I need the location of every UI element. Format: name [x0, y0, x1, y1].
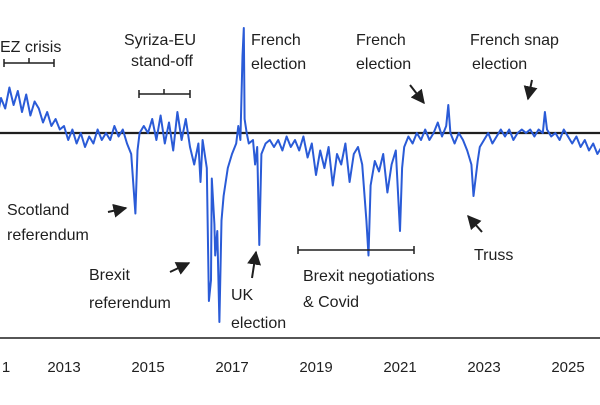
- french-2022-line1: French: [356, 32, 406, 49]
- scotland-line2: referendum: [7, 227, 89, 244]
- x-tick-label: 1: [2, 359, 10, 376]
- syriza-bracket: [138, 89, 191, 98]
- scotland-label: Scotland referendum: [7, 202, 89, 244]
- uk-election-line2: election: [231, 315, 286, 332]
- brexit-covid-line1: Brexit negotiations: [303, 268, 435, 285]
- x-tick-label: 2021: [383, 359, 416, 376]
- brexit-ref-arrow: [169, 262, 191, 275]
- x-tick-label: 2023: [467, 359, 500, 376]
- syriza-label-line1: Syriza-EU: [124, 32, 196, 49]
- truss-arrow: [467, 214, 483, 233]
- x-tick-label: 2019: [299, 359, 332, 376]
- brexit-covid-bracket: [297, 246, 415, 254]
- uk-election-arrow: [247, 250, 262, 279]
- x-tick-label: 2013: [47, 359, 80, 376]
- french-snap-line2: election: [472, 56, 527, 73]
- french-2017-label: French election: [251, 32, 306, 73]
- ez-crisis-bracket: [3, 58, 55, 67]
- x-ticks: 1 2013 2015 2017 2019 2021 2023 2025: [2, 359, 585, 376]
- series-layer: [0, 27, 600, 323]
- brexit-ref-line2: referendum: [89, 295, 171, 312]
- uk-election-label: UK election: [231, 287, 286, 332]
- french-2022-arrow: [409, 84, 425, 105]
- series-line-0: [0, 27, 600, 323]
- syriza-label-line2: stand-off: [131, 53, 194, 70]
- french-snap-line1: French snap: [470, 32, 559, 49]
- truss-label: Truss: [474, 247, 513, 264]
- brexit-ref-label: Brexit referendum: [89, 267, 171, 312]
- syriza-label: Syriza-EU stand-off: [124, 32, 200, 70]
- scotland-arrow: [107, 203, 128, 218]
- ez-crisis-label: EZ crisis: [0, 39, 61, 56]
- scotland-line1: Scotland: [7, 202, 69, 219]
- french-2022-line2: election: [356, 56, 411, 73]
- french-2017-line1: French: [251, 32, 301, 49]
- uk-election-line1: UK: [231, 287, 254, 304]
- french-2017-line2: election: [251, 56, 306, 73]
- french-snap-label: French snap election: [470, 32, 563, 73]
- french-2022-label: French election: [356, 32, 411, 73]
- x-tick-label: 2015: [131, 359, 164, 376]
- brexit-covid-label: Brexit negotiations & Covid: [303, 268, 439, 311]
- x-tick-label: 2017: [215, 359, 248, 376]
- brexit-ref-line1: Brexit: [89, 267, 130, 284]
- brexit-covid-line2: & Covid: [303, 294, 359, 311]
- x-tick-label: 2025: [551, 359, 584, 376]
- french-snap-arrow: [523, 79, 538, 101]
